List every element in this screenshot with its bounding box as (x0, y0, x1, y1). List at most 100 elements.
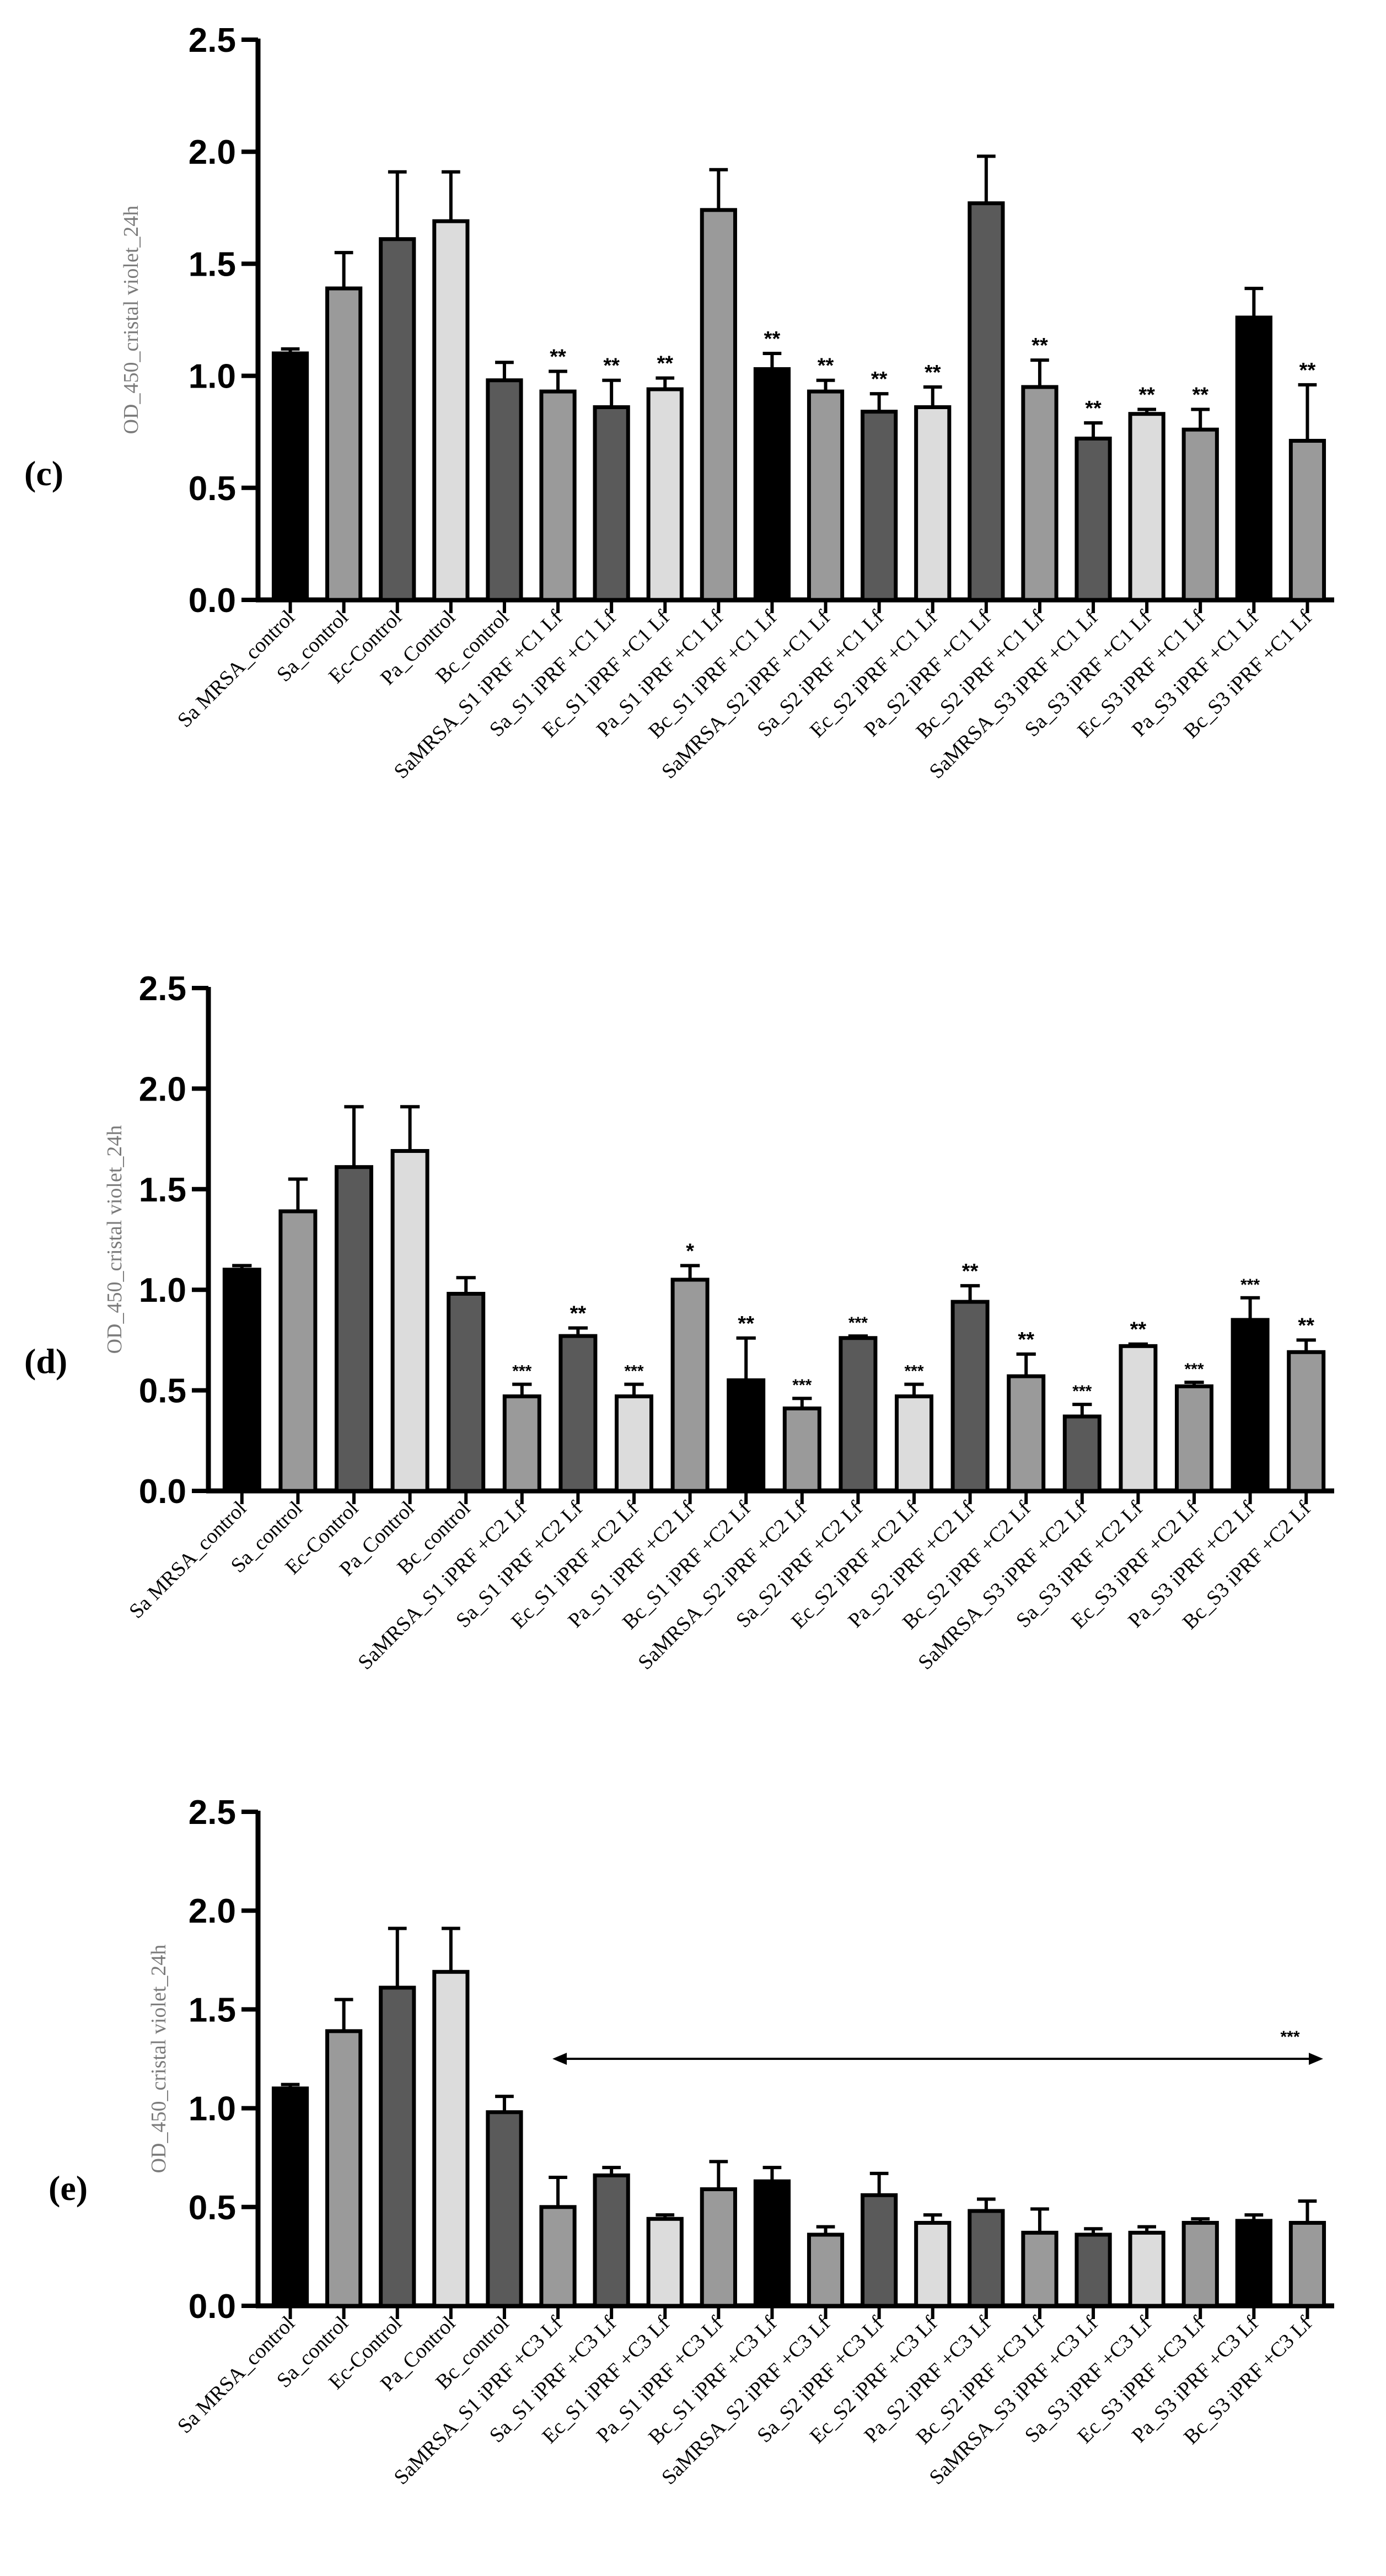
significance-label: ** (1299, 359, 1316, 382)
y-tick-label: 1.5 (189, 1991, 236, 2029)
bar (700, 2187, 737, 2308)
bar (432, 1969, 470, 2308)
bar (1235, 315, 1272, 602)
bracket-arrow-left-head (552, 2053, 567, 2065)
bar (615, 1394, 653, 1493)
y-tick-label: 0.0 (189, 2288, 236, 2326)
significance-label: ** (1192, 384, 1208, 407)
bar (753, 367, 791, 602)
bar (1175, 1384, 1213, 1493)
significance-label: ** (1298, 1314, 1314, 1337)
significance-label: *** (1240, 1276, 1260, 1294)
bar (1231, 1318, 1270, 1493)
bar (753, 2179, 791, 2308)
bar (325, 2029, 363, 2308)
y-tick-label: 2.0 (139, 1070, 186, 1108)
bar (432, 219, 470, 602)
panel-e: (e) OD_450_cristal violet_24h 0.0 0.5 1.0 1.5… (49, 1794, 1334, 2489)
bar (1288, 2220, 1326, 2308)
bar (895, 1394, 933, 1493)
bar (539, 389, 577, 602)
significance-label: ** (738, 1312, 754, 1335)
panel-d: (d) OD_450_cristal violet_24h 0.0 0.5 1.0 1.5… (24, 970, 1334, 1675)
bar (807, 2232, 845, 2308)
y-tick-label: 2.0 (189, 1892, 236, 1930)
panel-label: (c) (24, 454, 63, 493)
significance-label: *** (792, 1376, 812, 1394)
y-tick-label: 2.5 (139, 970, 186, 1008)
significance-label: ** (1130, 1318, 1147, 1341)
significance-label: ** (764, 328, 781, 351)
bar (950, 1300, 990, 1493)
bar (968, 201, 1005, 602)
y-tick-label: 2.0 (189, 133, 236, 171)
bar (646, 387, 684, 602)
y-axis-title: OD_450_cristal violet_24h (147, 1945, 170, 2174)
bar (1235, 2219, 1272, 2308)
bar (335, 1165, 373, 1493)
bar (1021, 2230, 1059, 2308)
significance-label: ** (1085, 397, 1102, 420)
bar (447, 1291, 486, 1493)
bar (1119, 1344, 1158, 1493)
y-tick-label: 1.0 (189, 2090, 236, 2128)
y-tick-label: 0.0 (139, 1473, 186, 1511)
y-tick-label: 0.5 (189, 2189, 236, 2227)
bar (914, 405, 952, 602)
bar (325, 286, 363, 602)
significance-label: *** (512, 1362, 531, 1381)
bar (968, 2209, 1005, 2308)
bar (861, 2193, 898, 2308)
bar (593, 2173, 630, 2308)
significance-label: *** (848, 1314, 868, 1332)
significance-label: ** (550, 345, 566, 368)
bar (379, 1985, 416, 2308)
bar (807, 389, 845, 602)
bracket-arrow-right-head (1309, 2053, 1323, 2065)
panel-c: (c) OD_450_cristal violet_24h 0.0 0.5 1.0 1.5… (24, 22, 1334, 783)
y-tick-label: 0.5 (189, 470, 236, 508)
bar (1062, 1414, 1102, 1493)
bar (700, 208, 737, 602)
bar (914, 2220, 952, 2308)
significance-label: ** (603, 355, 620, 378)
y-tick-label: 2.5 (189, 1794, 236, 1832)
significance-label: * (686, 1239, 694, 1263)
bar (670, 1278, 710, 1493)
significance-label: ** (1138, 384, 1155, 407)
bar (1021, 385, 1059, 602)
bar (646, 2217, 684, 2308)
y-axis-title: OD_450_cristal violet_24h (103, 1125, 126, 1354)
bar (861, 410, 898, 602)
bar (486, 378, 523, 602)
bar (1075, 2232, 1112, 2308)
bar (278, 1209, 318, 1493)
significance-label: ** (1018, 1328, 1034, 1351)
significance-label: ** (1032, 334, 1048, 357)
bar (1075, 436, 1112, 602)
significance-label: ** (570, 1302, 587, 1325)
y-axis-title: OD_450_cristal violet_24h (120, 206, 143, 434)
panel-label: (e) (49, 2169, 88, 2208)
bar (839, 1336, 878, 1493)
significance-label: ** (962, 1260, 979, 1283)
y-tick-label: 1.5 (139, 1171, 186, 1209)
bar (222, 1268, 261, 1493)
bar (1287, 1350, 1326, 1493)
bar (1128, 2230, 1165, 2308)
panel-label: (d) (24, 1341, 67, 1381)
bar (486, 2110, 523, 2308)
bar (1128, 412, 1165, 602)
y-tick-label: 1.0 (189, 358, 236, 396)
significance-label: ** (818, 355, 834, 378)
significance-label: *** (1184, 1360, 1204, 1378)
y-tick-label: 1.0 (139, 1271, 186, 1310)
bar (782, 1406, 821, 1493)
significance-label: ** (871, 368, 888, 391)
significance-label: ** (925, 361, 941, 384)
y-tick-label: 2.5 (189, 22, 236, 60)
y-tick-label: 0.5 (139, 1372, 186, 1410)
bar (539, 2205, 577, 2308)
bar (1288, 438, 1326, 602)
